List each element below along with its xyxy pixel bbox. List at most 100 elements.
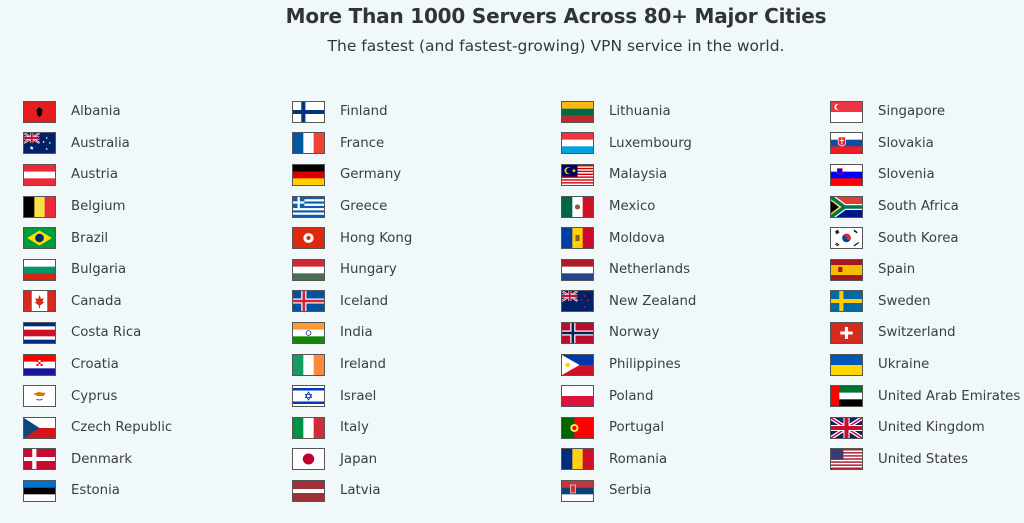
country-item-hungary: Hungary <box>292 254 412 286</box>
country-item-germany: Germany <box>292 159 412 191</box>
country-name: Malaysia <box>609 167 668 183</box>
serbia-flag-icon <box>561 479 594 502</box>
finland-flag-icon <box>292 100 325 123</box>
country-name: Norway <box>609 325 660 341</box>
costa-rica-flag-icon <box>23 321 56 344</box>
country-item-australia: Australia <box>23 128 172 160</box>
country-name: Hungary <box>340 262 397 278</box>
country-name: South Korea <box>878 230 959 246</box>
japan-flag-icon <box>292 448 325 471</box>
slovakia-flag-icon <box>830 132 863 155</box>
country-name: Luxembourg <box>609 135 692 151</box>
country-name: Czech Republic <box>71 420 173 436</box>
country-item-new-zealand: New Zealand <box>561 286 696 318</box>
country-name: Italy <box>340 420 369 436</box>
israel-flag-icon <box>292 385 325 408</box>
brazil-flag-icon <box>23 227 56 250</box>
country-item-canada: Canada <box>23 286 172 318</box>
country-name: Costa Rica <box>71 325 142 341</box>
country-item-costa-rica: Costa Rica <box>23 317 172 349</box>
country-item-philippines: Philippines <box>561 349 696 381</box>
country-item-serbia: Serbia <box>561 475 696 507</box>
italy-flag-icon <box>292 416 325 439</box>
country-column-3: Lithuania Luxembourg Malaysia Mexico Moldova… <box>561 96 696 507</box>
country-name: Netherlands <box>609 262 691 278</box>
germany-flag-icon <box>292 163 325 186</box>
country-item-slovakia: Slovakia <box>830 128 1020 160</box>
country-name: Albania <box>71 104 121 120</box>
country-item-singapore: Singapore <box>830 96 1020 128</box>
country-name: Sweden <box>878 293 931 309</box>
country-name: Hong Kong <box>340 230 413 246</box>
country-name: New Zealand <box>609 293 697 309</box>
mexico-flag-icon <box>561 195 594 218</box>
country-item-luxembourg: Luxembourg <box>561 128 696 160</box>
norway-flag-icon <box>561 321 594 344</box>
country-item-czech-republic: Czech Republic <box>23 412 172 444</box>
country-name: Austria <box>71 167 118 183</box>
country-column-2: Finland France Germany Greece Hong Kong Hunga… <box>292 96 412 507</box>
belgium-flag-icon <box>23 195 56 218</box>
country-item-finland: Finland <box>292 96 412 128</box>
country-name: Ukraine <box>878 357 930 373</box>
country-item-malaysia: Malaysia <box>561 159 696 191</box>
country-name: Japan <box>340 451 378 467</box>
country-name: United Arab Emirates <box>878 388 1021 404</box>
country-name: United Kingdom <box>878 420 985 436</box>
country-name: Latvia <box>340 483 381 499</box>
canada-flag-icon <box>23 290 56 313</box>
croatia-flag-icon <box>23 353 56 376</box>
country-name: Greece <box>340 199 388 215</box>
malaysia-flag-icon <box>561 163 594 186</box>
slovenia-flag-icon <box>830 163 863 186</box>
united-kingdom-flag-icon <box>830 416 863 439</box>
country-item-france: France <box>292 128 412 160</box>
country-name: Poland <box>609 388 654 404</box>
denmark-flag-icon <box>23 448 56 471</box>
country-item-ukraine: Ukraine <box>830 349 1020 381</box>
country-name: Brazil <box>71 230 109 246</box>
country-name: South Africa <box>878 199 959 215</box>
country-item-brazil: Brazil <box>23 222 172 254</box>
country-item-cyprus: Cyprus <box>23 380 172 412</box>
country-item-denmark: Denmark <box>23 444 172 476</box>
page-subtitle: The fastest (and fastest-growing) VPN se… <box>327 37 785 55</box>
country-item-hong-kong: Hong Kong <box>292 222 412 254</box>
country-name: Iceland <box>340 293 389 309</box>
country-item-latvia: Latvia <box>292 475 412 507</box>
country-item-united-states: United States <box>830 444 1020 476</box>
country-name: Estonia <box>71 483 120 499</box>
country-item-switzerland: Switzerland <box>830 317 1020 349</box>
country-item-italy: Italy <box>292 412 412 444</box>
hungary-flag-icon <box>292 258 325 281</box>
country-name: Denmark <box>71 451 133 467</box>
country-name: Romania <box>609 451 668 467</box>
romania-flag-icon <box>561 448 594 471</box>
country-item-mexico: Mexico <box>561 191 696 223</box>
country-item-netherlands: Netherlands <box>561 254 696 286</box>
sweden-flag-icon <box>830 290 863 313</box>
spain-flag-icon <box>830 258 863 281</box>
bulgaria-flag-icon <box>23 258 56 281</box>
country-item-greece: Greece <box>292 191 412 223</box>
country-name: France <box>340 135 385 151</box>
country-name: Mexico <box>609 199 656 215</box>
country-item-japan: Japan <box>292 444 412 476</box>
country-name: India <box>340 325 373 341</box>
country-name: Australia <box>71 135 130 151</box>
country-item-united-arab-emirates: United Arab Emirates <box>830 380 1020 412</box>
page-title: More Than 1000 Servers Across 80+ Major … <box>285 4 827 28</box>
country-item-moldova: Moldova <box>561 222 696 254</box>
estonia-flag-icon <box>23 479 56 502</box>
country-column-4: Singapore Slovakia Slovenia South Africa Sou… <box>830 96 1020 475</box>
country-item-austria: Austria <box>23 159 172 191</box>
ukraine-flag-icon <box>830 353 863 376</box>
country-name: Singapore <box>878 104 946 120</box>
country-item-belgium: Belgium <box>23 191 172 223</box>
philippines-flag-icon <box>561 353 594 376</box>
country-name: Canada <box>71 293 122 309</box>
country-name: Ireland <box>340 357 386 373</box>
country-item-lithuania: Lithuania <box>561 96 696 128</box>
lithuania-flag-icon <box>561 100 594 123</box>
singapore-flag-icon <box>830 100 863 123</box>
